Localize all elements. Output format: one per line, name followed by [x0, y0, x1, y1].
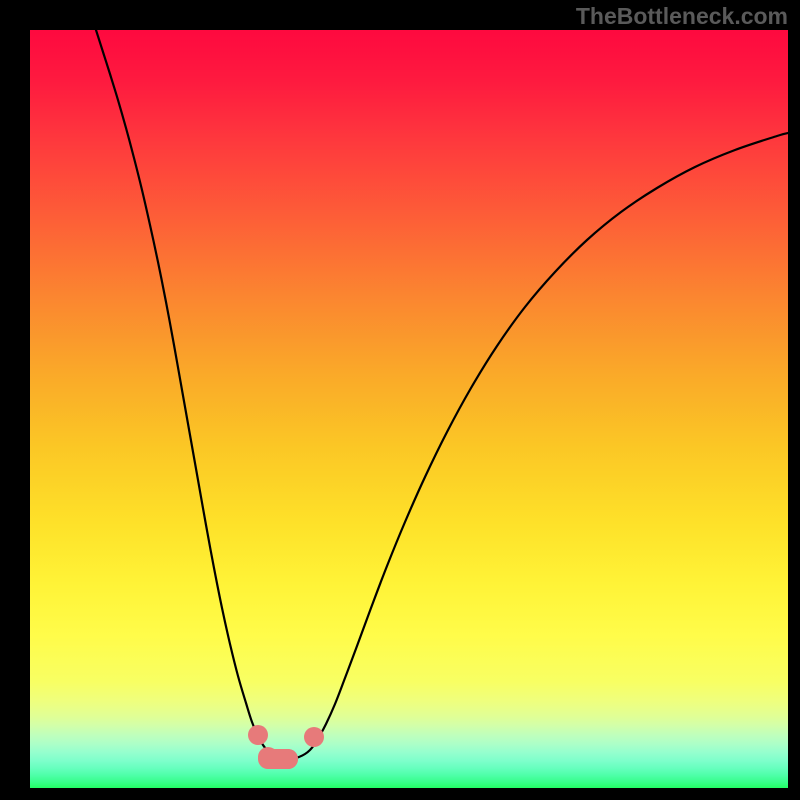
watermark-text: TheBottleneck.com — [576, 3, 788, 30]
marker-dot — [278, 749, 298, 769]
marker-dot — [258, 747, 278, 767]
plot-area — [30, 30, 788, 788]
marker-dot — [304, 727, 324, 747]
curve-layer — [30, 30, 788, 788]
bottleneck-curve — [96, 30, 788, 759]
marker-dot — [248, 725, 268, 745]
